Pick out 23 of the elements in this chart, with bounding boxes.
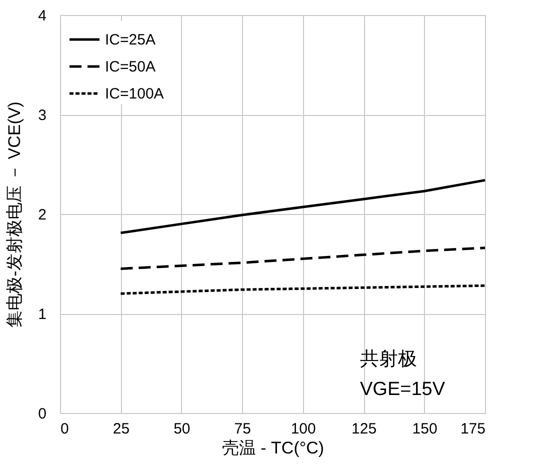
legend-label: IC=25A <box>105 32 156 48</box>
y-tick-label: 0 <box>38 406 46 422</box>
x-tick-label: 50 <box>174 420 190 438</box>
annotation: VGE=15V <box>360 379 446 400</box>
y-tick-label: 3 <box>38 107 46 124</box>
y-tick-label: 1 <box>38 306 46 323</box>
x-tick-label: 150 <box>412 420 438 438</box>
x-tick-label: 0 <box>60 420 69 438</box>
line-series <box>119 284 486 295</box>
annotation: 共射极 <box>360 349 417 370</box>
x-tick-label: 25 <box>112 420 130 438</box>
legend-label: IC=50A <box>105 58 156 76</box>
x-tick-label: 100 <box>290 420 316 438</box>
x-tick-label: 75 <box>234 420 251 438</box>
x-tick-label: 175 <box>460 420 486 438</box>
legend-label: IC=100A <box>105 86 164 102</box>
x-axis-title: 壳温 - TC(°C) <box>222 438 324 458</box>
y-tick-label: 2 <box>38 206 46 224</box>
y-tick-label: 4 <box>38 8 46 24</box>
line-series <box>119 246 486 270</box>
y-axis-title: 集电极-发射极电压 － VCE(V) <box>5 102 24 328</box>
x-tick-label: 125 <box>352 420 377 438</box>
line-series <box>119 178 486 234</box>
